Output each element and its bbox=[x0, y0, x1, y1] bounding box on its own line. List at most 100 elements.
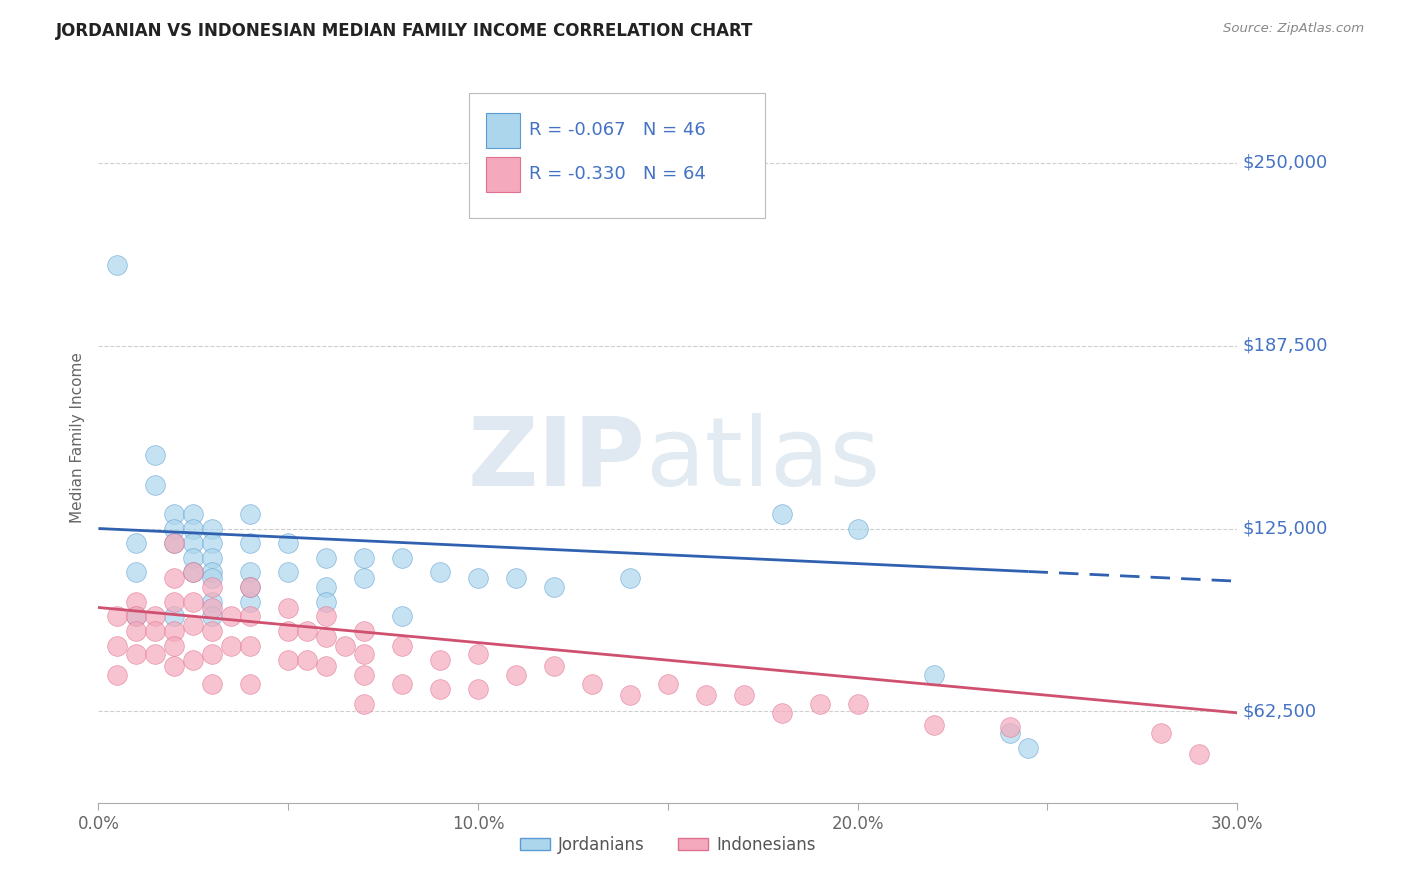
Point bbox=[353, 624, 375, 638]
Point bbox=[239, 580, 262, 594]
Point bbox=[1150, 726, 1173, 740]
Point bbox=[239, 580, 262, 594]
Point bbox=[733, 688, 755, 702]
Point bbox=[163, 521, 186, 535]
Point bbox=[391, 676, 413, 690]
Legend: Jordanians, Indonesians: Jordanians, Indonesians bbox=[513, 829, 823, 860]
Point bbox=[429, 566, 451, 580]
Point bbox=[922, 667, 945, 682]
Point bbox=[846, 697, 869, 711]
Point bbox=[201, 648, 224, 662]
Point bbox=[125, 595, 148, 609]
Point bbox=[657, 676, 679, 690]
Point bbox=[315, 609, 337, 624]
Point bbox=[125, 566, 148, 580]
Point bbox=[201, 624, 224, 638]
Point bbox=[239, 609, 262, 624]
Text: $187,500: $187,500 bbox=[1243, 336, 1329, 355]
Point bbox=[922, 717, 945, 731]
Point bbox=[353, 667, 375, 682]
FancyBboxPatch shape bbox=[468, 94, 765, 218]
Point bbox=[201, 536, 224, 550]
Point bbox=[467, 571, 489, 585]
Point bbox=[183, 595, 205, 609]
Point bbox=[125, 609, 148, 624]
Point bbox=[107, 639, 129, 653]
Point bbox=[239, 676, 262, 690]
Point bbox=[353, 648, 375, 662]
Point bbox=[201, 521, 224, 535]
Point bbox=[145, 624, 167, 638]
Point bbox=[770, 706, 793, 720]
Point bbox=[239, 595, 262, 609]
Point bbox=[619, 688, 641, 702]
Point bbox=[467, 682, 489, 697]
Point bbox=[239, 507, 262, 521]
Point bbox=[315, 595, 337, 609]
Point bbox=[183, 550, 205, 565]
FancyBboxPatch shape bbox=[485, 157, 520, 192]
Point bbox=[998, 726, 1021, 740]
Point bbox=[467, 648, 489, 662]
Point bbox=[145, 609, 167, 624]
Point bbox=[201, 595, 224, 609]
Text: Source: ZipAtlas.com: Source: ZipAtlas.com bbox=[1223, 22, 1364, 36]
Point bbox=[201, 580, 224, 594]
Point bbox=[145, 477, 167, 491]
Point bbox=[221, 639, 243, 653]
Point bbox=[277, 536, 299, 550]
Y-axis label: Median Family Income: Median Family Income bbox=[70, 351, 86, 523]
Point bbox=[543, 659, 565, 673]
Text: atlas: atlas bbox=[645, 412, 880, 506]
Point bbox=[125, 624, 148, 638]
Point bbox=[163, 659, 186, 673]
Point bbox=[315, 630, 337, 644]
Point bbox=[581, 676, 603, 690]
Point bbox=[315, 550, 337, 565]
Point bbox=[125, 609, 148, 624]
Point bbox=[163, 624, 186, 638]
Point bbox=[107, 609, 129, 624]
Point bbox=[315, 580, 337, 594]
Point bbox=[239, 566, 262, 580]
Point bbox=[353, 550, 375, 565]
Point bbox=[145, 648, 167, 662]
Point bbox=[163, 639, 186, 653]
Point bbox=[846, 521, 869, 535]
Text: R = -0.067   N = 46: R = -0.067 N = 46 bbox=[529, 121, 706, 139]
Point bbox=[201, 571, 224, 585]
Point bbox=[239, 639, 262, 653]
Point bbox=[353, 697, 375, 711]
Point bbox=[1188, 747, 1211, 761]
Point bbox=[770, 507, 793, 521]
Point bbox=[277, 600, 299, 615]
Point bbox=[429, 682, 451, 697]
Point bbox=[183, 618, 205, 632]
Point bbox=[543, 580, 565, 594]
Point bbox=[163, 571, 186, 585]
Point bbox=[163, 595, 186, 609]
Text: R = -0.330   N = 64: R = -0.330 N = 64 bbox=[529, 165, 706, 183]
Point bbox=[163, 507, 186, 521]
Text: $250,000: $250,000 bbox=[1243, 153, 1329, 172]
Point bbox=[353, 571, 375, 585]
Point bbox=[297, 624, 319, 638]
Point bbox=[335, 639, 357, 653]
Point bbox=[221, 609, 243, 624]
Point bbox=[277, 624, 299, 638]
Point bbox=[183, 653, 205, 667]
Point bbox=[297, 653, 319, 667]
Point bbox=[183, 566, 205, 580]
Point bbox=[505, 667, 527, 682]
Point bbox=[163, 536, 186, 550]
Point bbox=[201, 600, 224, 615]
Point bbox=[201, 676, 224, 690]
Point bbox=[391, 609, 413, 624]
Point bbox=[107, 667, 129, 682]
Point bbox=[183, 566, 205, 580]
Point bbox=[163, 609, 186, 624]
Point bbox=[998, 721, 1021, 735]
Point bbox=[183, 507, 205, 521]
Point bbox=[429, 653, 451, 667]
Point bbox=[163, 536, 186, 550]
